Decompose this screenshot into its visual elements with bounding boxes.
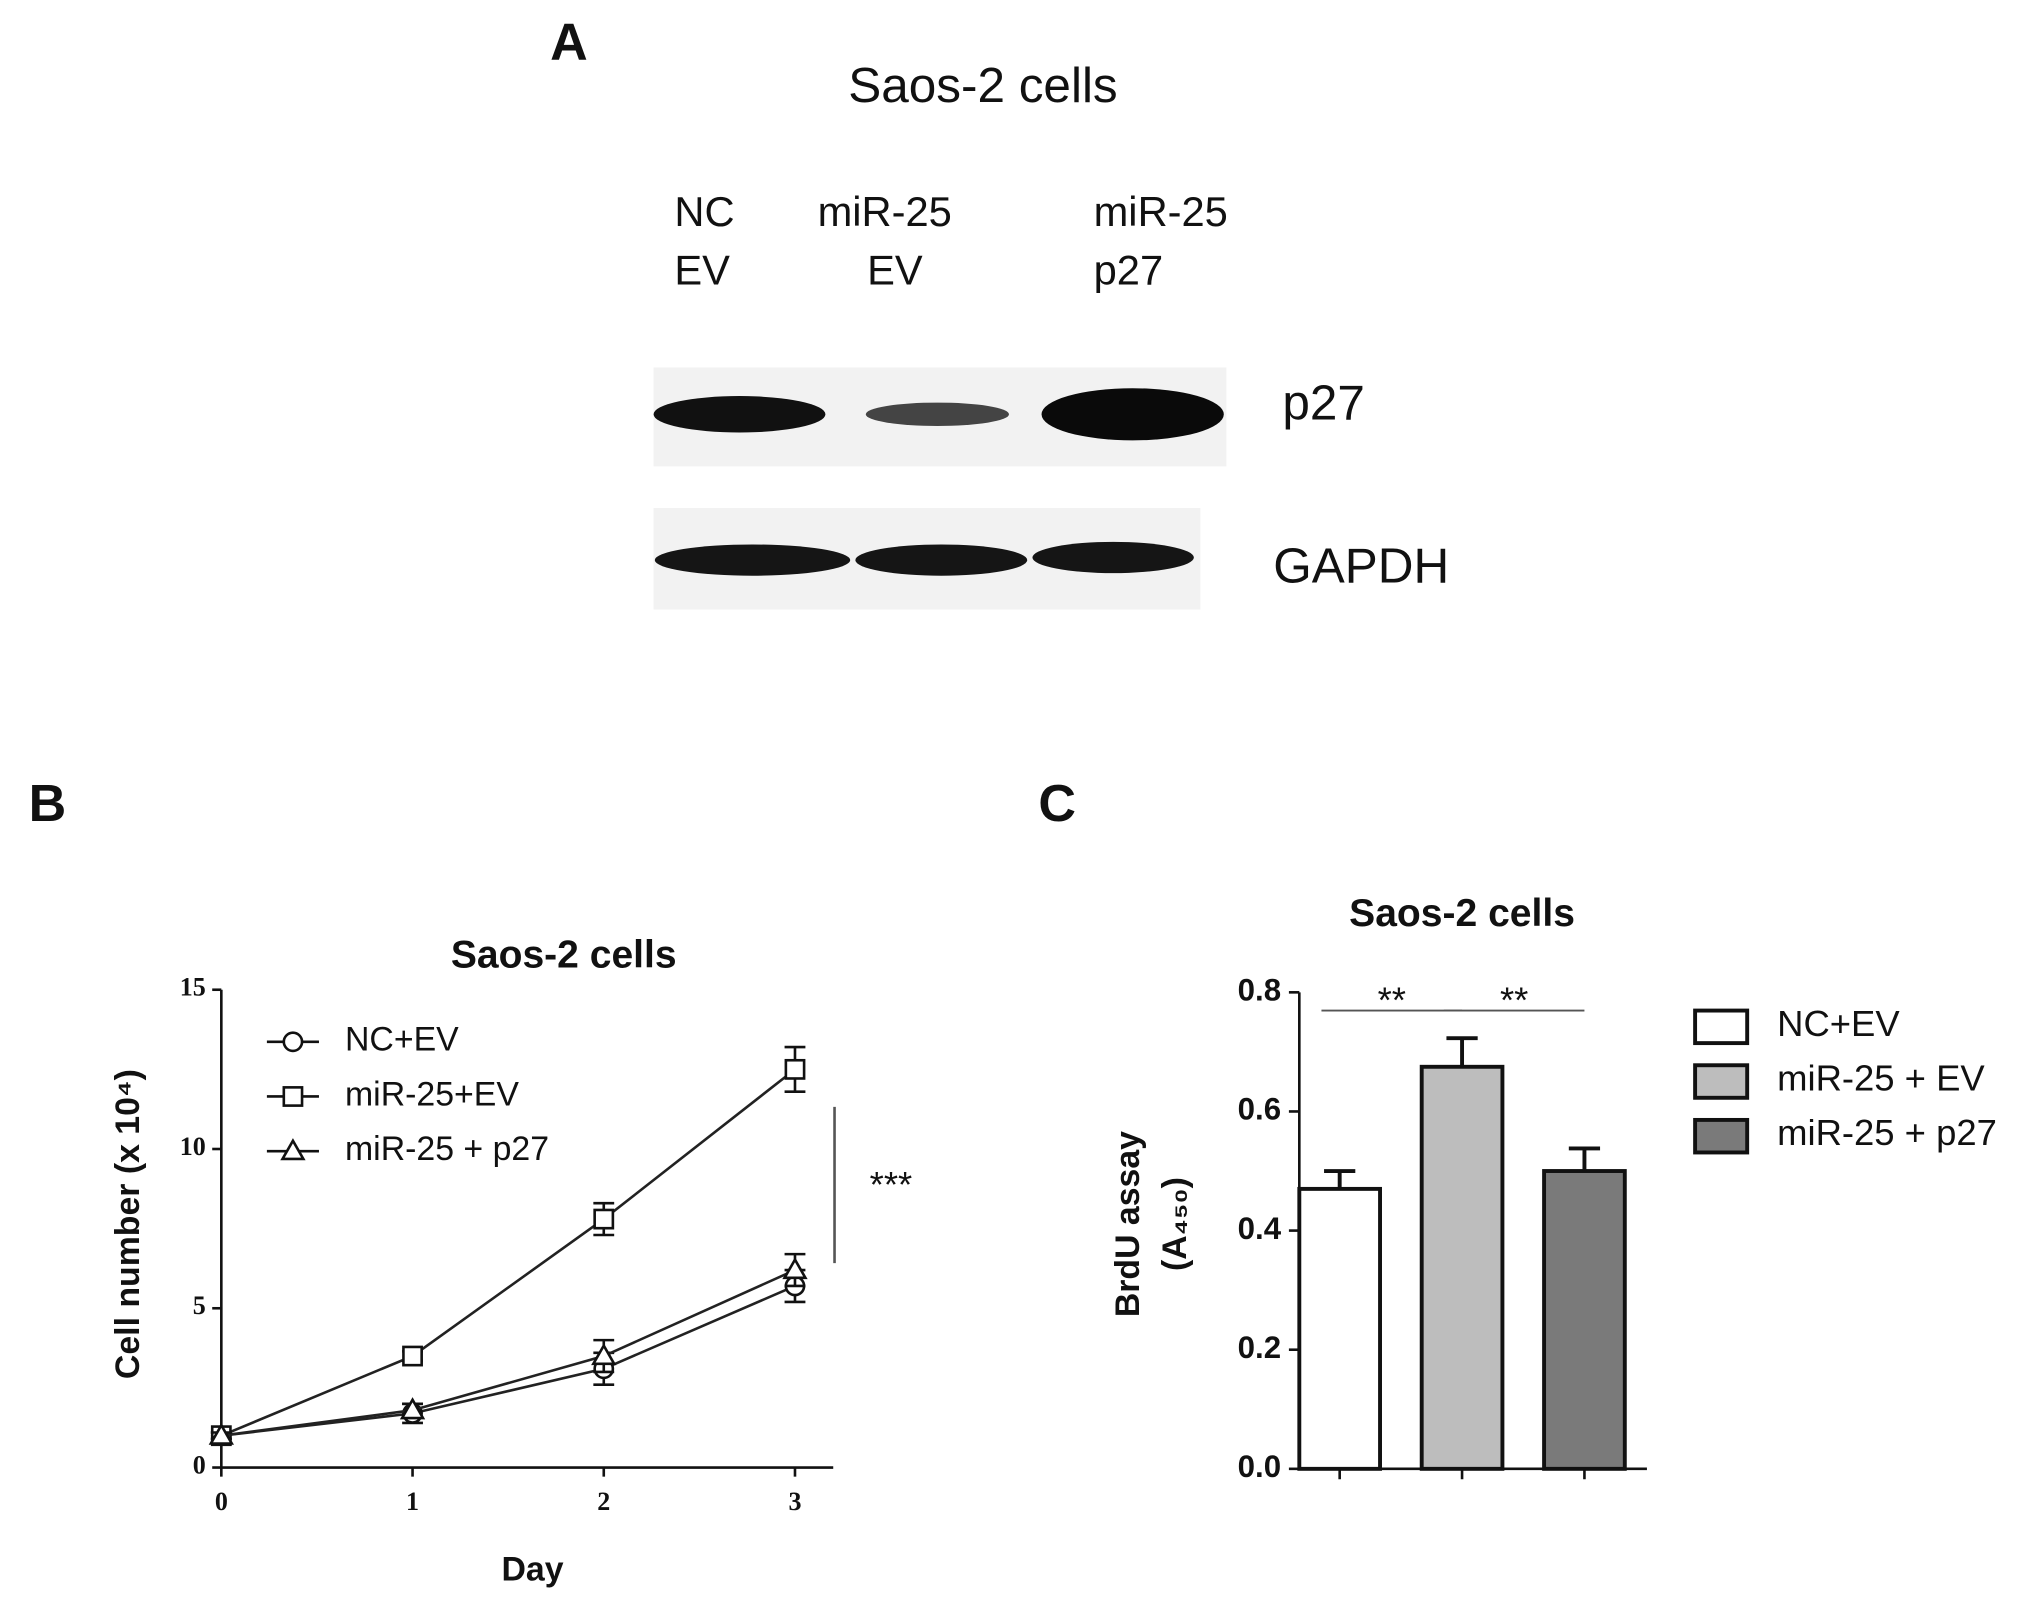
error-bar xyxy=(1568,1146,1601,1172)
legend-marker xyxy=(282,1031,304,1053)
blot-band xyxy=(654,544,851,576)
band-label: p27 xyxy=(1282,376,1365,431)
error-bar xyxy=(1446,1036,1478,1067)
legend-label: NC+EV xyxy=(345,1021,459,1059)
x-tick-label: 2 xyxy=(597,1487,610,1516)
series-line xyxy=(221,1284,796,1437)
lane-label: EV xyxy=(867,247,923,294)
x-tick-label: 3 xyxy=(788,1487,801,1516)
marker xyxy=(591,1343,617,1366)
chart-title: Saos-2 cells xyxy=(451,933,677,976)
significance-label: ** xyxy=(1378,979,1406,1020)
y-axis-label: (A₄₅₀) xyxy=(1156,1177,1194,1271)
blot-band xyxy=(855,544,1028,576)
legend-label: miR-25 + p27 xyxy=(1777,1112,1997,1153)
bar xyxy=(1542,1169,1627,1471)
y-axis-label: BrdU assay xyxy=(1109,1131,1147,1317)
marker xyxy=(784,1058,806,1080)
y-tick-label: 5 xyxy=(193,1291,206,1320)
bar xyxy=(1419,1064,1505,1471)
y-tick-label: 0 xyxy=(193,1451,206,1480)
y-tick-label: 10 xyxy=(180,1132,206,1161)
panel-label: B xyxy=(29,775,67,833)
legend-label: miR-25+EV xyxy=(345,1075,519,1113)
error-bar xyxy=(1324,1169,1356,1189)
series-line xyxy=(220,1068,796,1437)
legend-marker xyxy=(280,1138,306,1161)
y-tick-label: 0.8 xyxy=(1238,973,1281,1008)
blot-band xyxy=(653,396,826,433)
panel-title: Saos-2 cells xyxy=(848,58,1117,113)
series-line xyxy=(221,1268,796,1437)
marker xyxy=(399,1397,426,1420)
y-axis-label: Cell number (x 10⁴) xyxy=(109,1069,147,1379)
legend-swatch xyxy=(1693,1117,1750,1155)
annotation: *** xyxy=(870,1164,913,1205)
panel-label: A xyxy=(550,14,588,72)
marker xyxy=(782,1257,808,1280)
y-tick-label: 15 xyxy=(180,973,206,1002)
x-tick-label: 0 xyxy=(215,1487,228,1516)
lane-label: miR-25 xyxy=(1094,188,1228,235)
panel-label: C xyxy=(1038,775,1076,833)
x-tick-label: 1 xyxy=(406,1487,419,1516)
lane-label: miR-25 xyxy=(818,188,952,235)
chart-title: Saos-2 cells xyxy=(1349,892,1575,935)
marker xyxy=(208,1422,234,1445)
legend-swatch xyxy=(1693,1008,1750,1046)
blot-band xyxy=(865,402,1009,426)
legend-label: NC+EV xyxy=(1777,1003,1900,1044)
lane-label: EV xyxy=(674,247,730,294)
legend-marker xyxy=(282,1086,304,1107)
y-tick-label: 0.2 xyxy=(1238,1330,1281,1365)
band-label: GAPDH xyxy=(1273,538,1449,593)
lane-label: p27 xyxy=(1094,247,1164,294)
bar xyxy=(1297,1186,1382,1471)
x-axis-label: Day xyxy=(501,1551,563,1589)
blot-band xyxy=(1032,541,1194,574)
legend-label: miR-25 + p27 xyxy=(345,1130,549,1168)
marker xyxy=(593,1208,615,1230)
legend-swatch xyxy=(1693,1063,1750,1100)
lane-label: NC xyxy=(674,188,734,235)
y-tick-label: 0.0 xyxy=(1238,1449,1281,1484)
blot-band xyxy=(1041,388,1224,441)
y-tick-label: 0.4 xyxy=(1238,1211,1282,1246)
legend-label: miR-25 + EV xyxy=(1777,1057,1985,1098)
marker xyxy=(402,1345,423,1367)
significance-label: ** xyxy=(1500,979,1528,1020)
y-tick-label: 0.6 xyxy=(1238,1092,1281,1127)
